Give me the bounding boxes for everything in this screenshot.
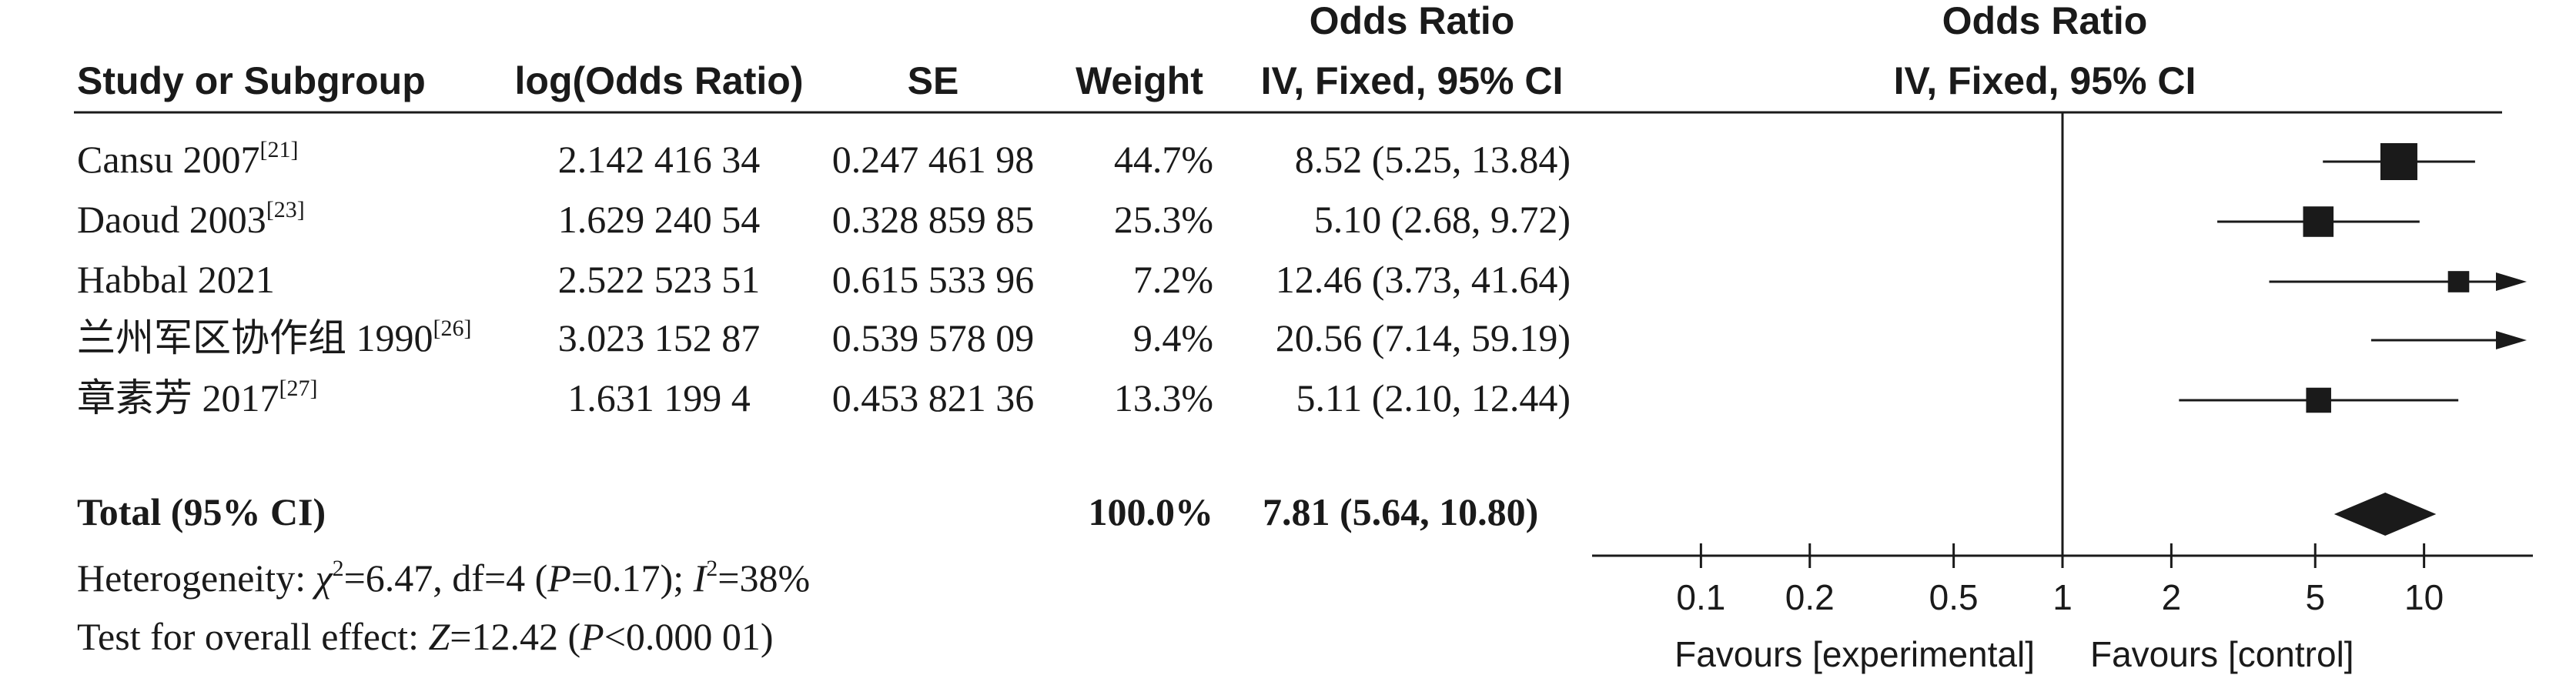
study-rows: Cansu 2007[21] 2.142 416 34 0.247 461 98 44… xyxy=(77,137,1571,419)
study-log-odds-ratio: 3.023 152 87 xyxy=(558,316,761,359)
study-name-text: 兰州军区协作组 1990 xyxy=(77,316,433,359)
het-p-symbol: P xyxy=(547,556,571,600)
study-log-odds-ratio: 1.629 240 54 xyxy=(558,198,761,241)
study-name-text: Daoud 2003 xyxy=(77,198,266,241)
header-study: Study or Subgroup xyxy=(77,59,426,102)
study-weight: 25.3% xyxy=(1114,198,1213,241)
study-name: Daoud 2003[23] xyxy=(77,197,305,241)
table-row: Cansu 2007[21] 2.142 416 34 0.247 461 98 44… xyxy=(77,137,1571,181)
overall-p-symbol: P xyxy=(580,615,604,658)
ci-arrow xyxy=(2496,331,2527,349)
study-odds-ratio-ci: 5.11 (2.10, 12.44) xyxy=(1296,376,1571,419)
x-tick-label: 0.1 xyxy=(1676,577,1725,617)
x-tick-label: 0.2 xyxy=(1785,577,1835,617)
overall-prefix: Test for overall effect: xyxy=(77,615,428,658)
study-se: 0.247 461 98 xyxy=(832,138,1035,181)
study-marker xyxy=(2179,387,2459,413)
study-name: Habbal 2021 xyxy=(77,258,275,301)
study-log-odds-ratio: 2.142 416 34 xyxy=(558,138,761,181)
header-or-method: IV, Fixed, 95% CI xyxy=(1261,59,1564,102)
pooled-diamond xyxy=(2333,493,2437,536)
favours-left-label: Favours [experimental] xyxy=(1674,634,2035,674)
favours-right-label: Favours [control] xyxy=(2090,634,2354,674)
header-plot-title: Odds Ratio xyxy=(1942,0,2148,42)
overall-effect-text: Test for overall effect: Z=12.42 (P<0.00… xyxy=(77,615,774,658)
weight-square xyxy=(2303,206,2334,237)
total-row: Total (95% CI) 100.0% 7.81 (5.64, 10.80) xyxy=(77,490,1538,533)
study-marker xyxy=(2269,271,2527,292)
study-reference: [23] xyxy=(266,197,305,222)
x-tick-label: 5 xyxy=(2305,577,2325,617)
study-se: 0.453 821 36 xyxy=(832,376,1035,419)
study-odds-ratio-ci: 5.10 (2.68, 9.72) xyxy=(1314,198,1571,241)
ci-arrow xyxy=(2496,272,2527,291)
het-prefix: Heterogeneity: xyxy=(77,556,316,600)
total-ci: 7.81 (5.64, 10.80) xyxy=(1263,490,1538,533)
study-log-odds-ratio: 1.631 199 4 xyxy=(567,376,751,419)
het-chi-symbol: χ xyxy=(313,556,334,600)
het-i-superscript: 2 xyxy=(706,556,718,581)
study-marker xyxy=(2323,143,2475,180)
study-se: 0.328 859 85 xyxy=(832,198,1035,241)
study-odds-ratio-ci: 20.56 (7.14, 59.19) xyxy=(1276,316,1571,359)
x-tick-label: 0.5 xyxy=(1929,577,1979,617)
x-tick-label: 2 xyxy=(2162,577,2182,617)
table-row: 章素芳 2017[27] 1.631 199 4 0.453 821 36 13.3%… xyxy=(77,376,1571,419)
forest-plot: 0.1 0.2 0.5 1 2 5 10 Favours [experimental] Favo… xyxy=(1592,112,2533,674)
weight-square xyxy=(2306,387,2331,413)
study-weight: 13.3% xyxy=(1114,376,1213,419)
study-weight: 7.2% xyxy=(1133,258,1213,301)
het-i-symbol: I xyxy=(693,556,708,600)
header-or-title: Odds Ratio xyxy=(1310,0,1515,42)
study-name-text: 章素芳 2017 xyxy=(77,376,279,419)
het-i-value: =38% xyxy=(718,556,810,600)
table-row: Daoud 2003[23] 1.629 240 54 0.328 859 85 25… xyxy=(77,197,1571,241)
study-odds-ratio-ci: 8.52 (5.25, 13.84) xyxy=(1295,138,1571,181)
table-row: 兰州军区协作组 1990[26] 3.023 152 87 0.539 578 09… xyxy=(77,316,1571,359)
overall-p-value: <0.000 01) xyxy=(604,615,774,658)
header-plot-method: IV, Fixed, 95% CI xyxy=(1894,59,2196,102)
study-log-odds-ratio: 2.522 523 51 xyxy=(558,258,761,301)
study-reference: [21] xyxy=(260,137,299,162)
weight-square xyxy=(2447,271,2470,292)
x-tick-label: 10 xyxy=(2404,577,2444,617)
header-se: SE xyxy=(908,59,959,102)
study-reference: [26] xyxy=(433,316,472,341)
total-label: Total (95% CI) xyxy=(77,490,326,533)
table-header: Study or Subgroup log(Odds Ratio) SE Wei… xyxy=(77,0,2196,102)
total-weight: 100.0% xyxy=(1089,490,1214,533)
header-log-odds-ratio: log(Odds Ratio) xyxy=(515,59,804,102)
header-weight: Weight xyxy=(1076,59,1203,102)
het-p-value: =0.17); xyxy=(571,556,694,600)
study-name-text: Habbal 2021 xyxy=(77,258,275,301)
overall-z-symbol: Z xyxy=(428,615,450,658)
het-chi-superscript: 2 xyxy=(333,556,344,581)
study-odds-ratio-ci: 12.46 (3.73, 41.64) xyxy=(1276,258,1571,301)
het-chi-value: =6.47, df=4 ( xyxy=(344,556,548,600)
study-name: 章素芳 2017[27] xyxy=(77,376,317,419)
study-reference: [27] xyxy=(279,376,318,401)
study-marker xyxy=(2217,206,2420,237)
study-name: 兰州军区协作组 1990[26] xyxy=(77,316,471,359)
study-se: 0.539 578 09 xyxy=(832,316,1035,359)
study-name: Cansu 2007[21] xyxy=(77,137,298,181)
heterogeneity-text: Heterogeneity: χ2=6.47, df=4 (P=0.17); I… xyxy=(77,556,810,600)
study-weight: 9.4% xyxy=(1133,316,1213,359)
weight-square xyxy=(2380,143,2417,180)
study-se: 0.615 533 96 xyxy=(832,258,1035,301)
study-name-text: Cansu 2007 xyxy=(77,138,260,181)
table-row: Habbal 2021 2.522 523 51 0.615 533 96 7.2% 1… xyxy=(77,258,1571,301)
overall-z-value: =12.42 ( xyxy=(450,615,580,658)
x-tick-label: 1 xyxy=(2052,577,2073,617)
study-weight: 44.7% xyxy=(1114,138,1213,181)
study-marker xyxy=(2370,331,2527,349)
